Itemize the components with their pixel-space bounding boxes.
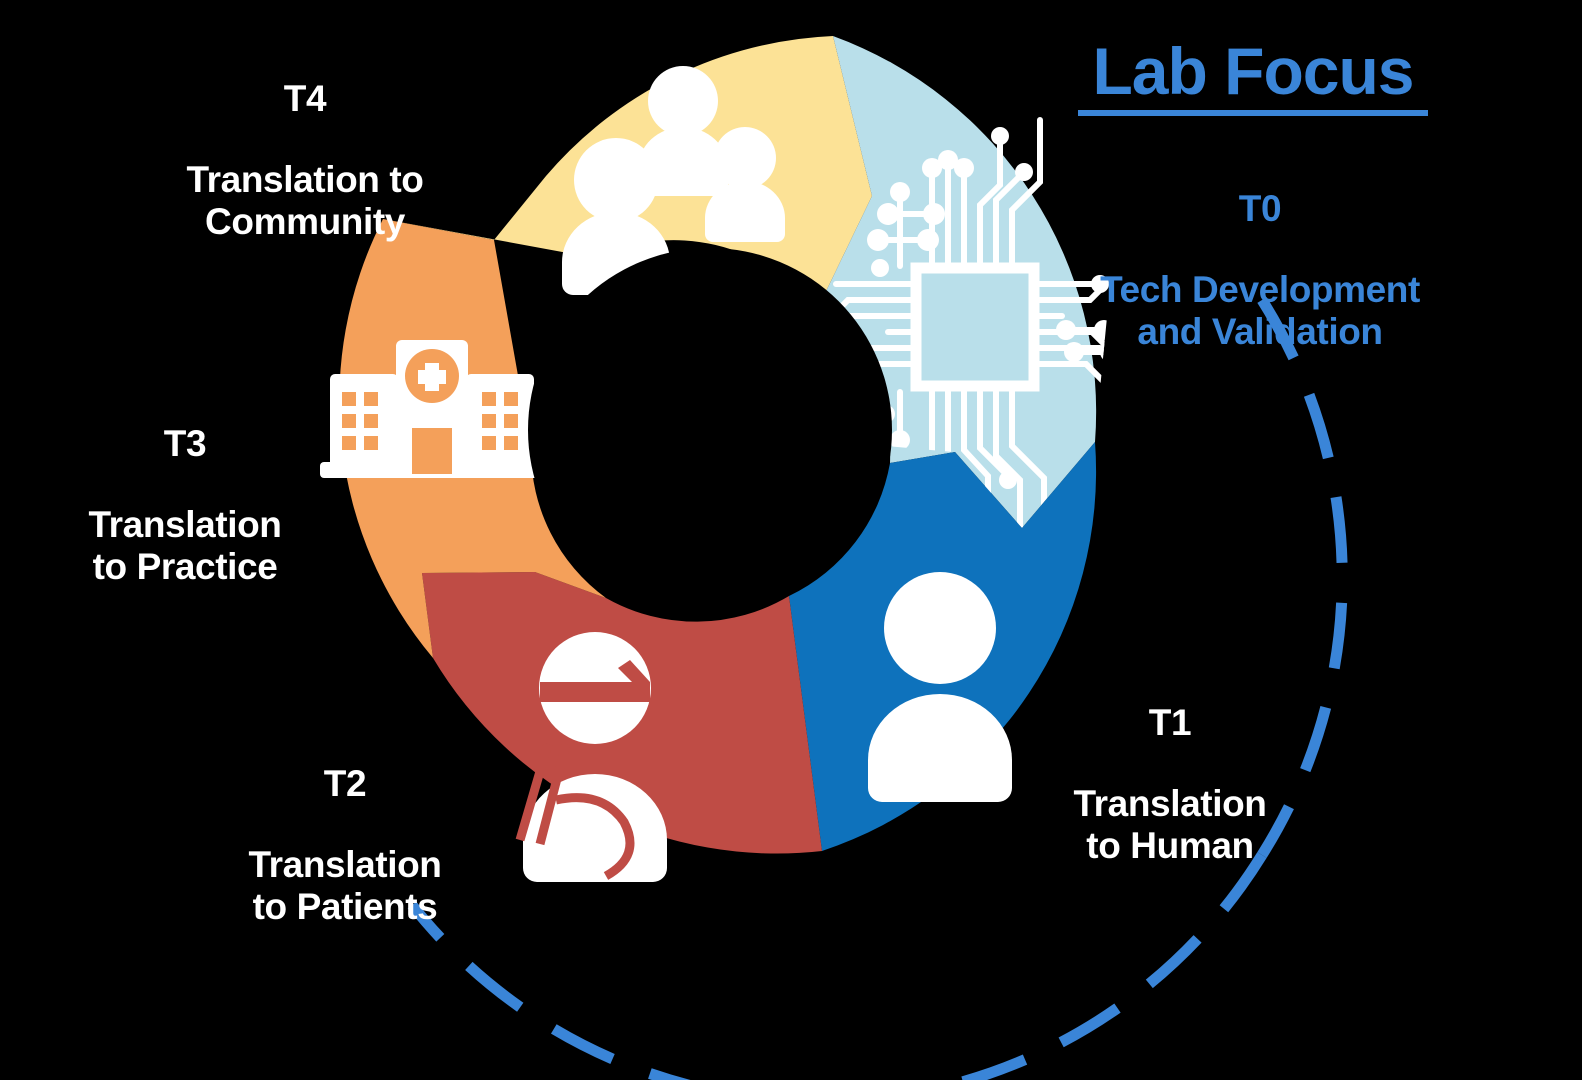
dashed-focus-arc bbox=[407, 297, 1348, 1080]
label-t0-code: T0 bbox=[1238, 187, 1282, 229]
injured-patient-icon bbox=[515, 632, 667, 882]
label-t4-name: Translation to Community bbox=[186, 159, 424, 242]
segment-t2[interactable] bbox=[422, 572, 822, 882]
label-t0: T0 Tech Development and Validation bbox=[1060, 148, 1460, 392]
label-t4: T4 Translation to Community bbox=[105, 38, 505, 282]
label-t2: T2 Translation to Patients bbox=[190, 723, 500, 967]
person-icon bbox=[868, 572, 1012, 802]
label-t1: T1 Translation to Human bbox=[1010, 662, 1330, 906]
label-t1-name: Translation to Human bbox=[1073, 783, 1267, 866]
label-t0-name: Tech Development and Validation bbox=[1100, 269, 1420, 352]
hospital-icon bbox=[320, 340, 544, 478]
label-t3-name: Translation to Practice bbox=[88, 504, 282, 587]
wheel-hub bbox=[528, 248, 892, 612]
label-t1-code: T1 bbox=[1148, 701, 1192, 743]
segment-t3[interactable] bbox=[320, 219, 606, 658]
label-t4-code: T4 bbox=[283, 77, 327, 119]
segment-t1[interactable] bbox=[789, 442, 1097, 851]
page-title: Lab Focus bbox=[1078, 38, 1428, 116]
label-t3-code: T3 bbox=[163, 422, 207, 464]
group-of-people-icon bbox=[562, 66, 785, 295]
label-t3: T3 Translation to Practice bbox=[40, 383, 330, 627]
label-t2-name: Translation to Patients bbox=[248, 844, 442, 927]
wheel-segments bbox=[320, 36, 1110, 882]
label-t2-code: T2 bbox=[323, 762, 367, 804]
